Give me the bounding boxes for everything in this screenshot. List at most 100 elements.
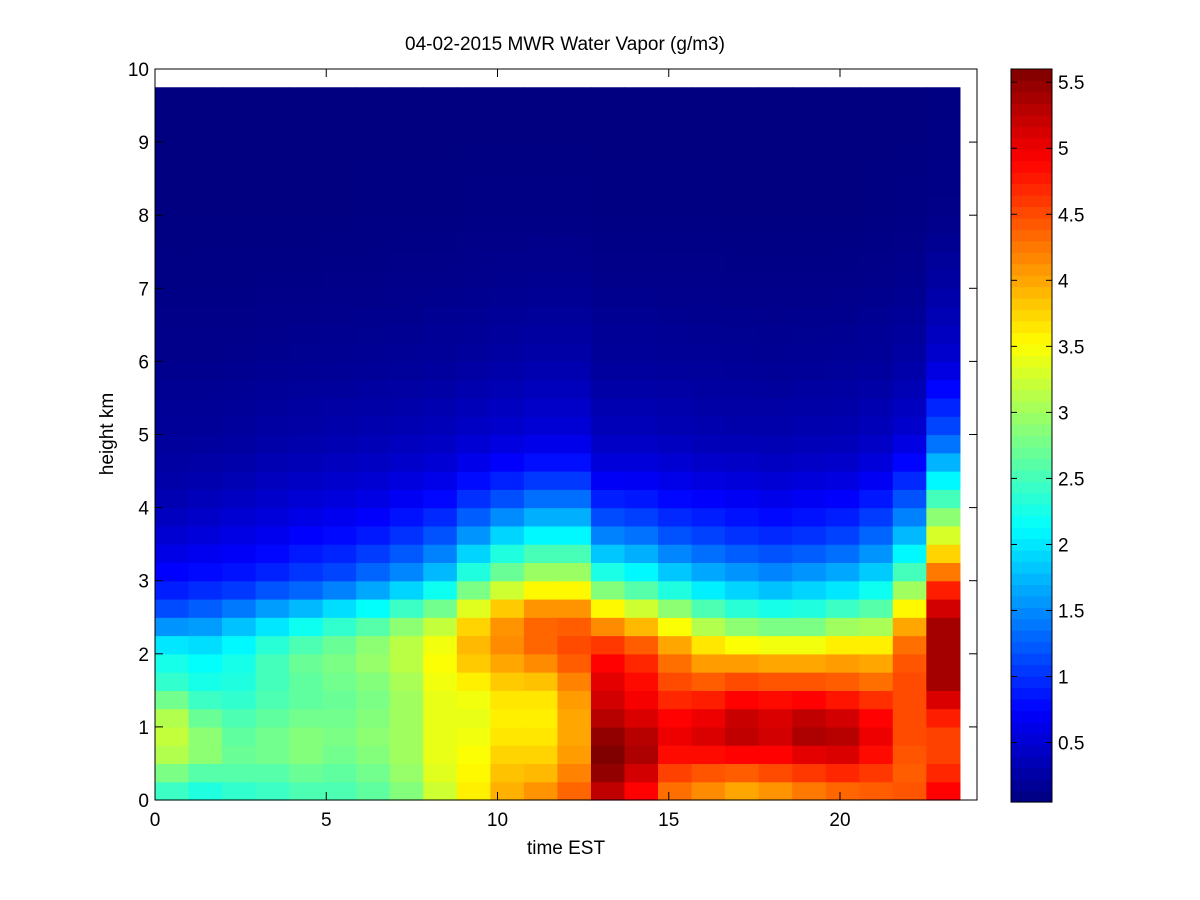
heatmap-cell: [356, 635, 391, 655]
heatmap-cell: [725, 653, 760, 673]
heatmap-cell: [289, 397, 324, 417]
colorbar-swatch: [1011, 676, 1052, 689]
heatmap-cell: [658, 471, 693, 490]
heatmap-cell: [859, 306, 894, 326]
heatmap-cell: [255, 708, 290, 728]
heatmap-cell: [758, 617, 793, 637]
heatmap-cell: [859, 562, 894, 582]
heatmap-cell: [255, 781, 290, 801]
heatmap-cell: [389, 635, 424, 655]
heatmap-cell: [792, 361, 827, 381]
colorbar-swatch: [1011, 469, 1052, 482]
heatmap-cell: [423, 233, 458, 253]
heatmap-cell: [423, 525, 458, 545]
colorbar-swatch: [1011, 286, 1052, 299]
heatmap-cell: [456, 763, 491, 783]
x-tick-label: 10: [487, 810, 508, 831]
heatmap-cell: [289, 726, 324, 746]
heatmap-cell: [859, 672, 894, 691]
heatmap-cell: [188, 672, 223, 691]
heatmap-cell: [255, 690, 290, 710]
heatmap-cell: [423, 635, 458, 655]
heatmap-cell: [289, 416, 324, 436]
heatmap-cell: [289, 781, 324, 801]
heatmap-cell: [926, 525, 961, 545]
heatmap-cell: [389, 580, 424, 600]
heatmap-cell: [222, 379, 257, 399]
heatmap-cell: [658, 123, 693, 143]
heatmap-cell: [691, 434, 726, 454]
heatmap-cell: [188, 434, 223, 454]
colorbar-swatch: [1011, 504, 1052, 517]
heatmap-cell: [423, 708, 458, 728]
heatmap-cell: [356, 397, 391, 417]
heatmap-cell: [792, 763, 827, 783]
heatmap-cell: [590, 471, 626, 490]
heatmap-cell: [892, 324, 927, 344]
heatmap-cell: [456, 87, 491, 107]
heatmap-cell: [389, 690, 424, 710]
heatmap-cell: [590, 489, 626, 509]
heatmap-cell: [892, 142, 927, 161]
heatmap-cell: [255, 672, 290, 691]
heatmap-cell: [255, 489, 290, 509]
heatmap-cell: [590, 507, 626, 527]
y-tick-label: 3: [138, 572, 149, 593]
heatmap-cell: [691, 471, 726, 490]
colorbar-swatch: [1011, 320, 1052, 334]
heatmap-cell: [725, 726, 760, 746]
heatmap-cell: [624, 196, 659, 216]
heatmap-cell: [557, 544, 592, 564]
heatmap-cell: [892, 379, 927, 399]
heatmap-cell: [658, 690, 693, 710]
heatmap-cell: [322, 379, 357, 399]
colorbar-swatch: [1011, 103, 1052, 116]
heatmap-cell: [423, 617, 458, 637]
heatmap-cell: [926, 288, 961, 308]
heatmap-cell: [725, 507, 760, 527]
heatmap-cell: [725, 288, 760, 308]
heatmap-cell: [322, 123, 357, 143]
heatmap-cell: [691, 306, 726, 326]
heatmap-cell: [926, 781, 961, 801]
heatmap-cell: [523, 105, 559, 125]
heatmap-cell: [792, 617, 827, 637]
heatmap-cell: [691, 416, 726, 436]
heatmap-cell: [658, 525, 693, 545]
y-tick-label: 7: [138, 279, 149, 300]
heatmap-cell: [356, 562, 391, 582]
heatmap-cell: [456, 653, 491, 673]
heatmap-cell: [792, 726, 827, 746]
heatmap-cell: [557, 215, 592, 235]
heatmap-cell: [792, 288, 827, 308]
heatmap-cell: [825, 708, 860, 728]
heatmap-cell: [557, 617, 592, 637]
heatmap-cell: [590, 726, 626, 746]
heatmap-cell: [456, 215, 491, 235]
colorbar-swatch: [1011, 446, 1052, 459]
heatmap-cell: [490, 288, 525, 308]
heatmap-cell: [456, 525, 491, 545]
heatmap-cell: [155, 215, 190, 235]
heatmap-cell: [691, 288, 726, 308]
heatmap-cell: [725, 580, 760, 600]
heatmap-cell: [725, 306, 760, 326]
heatmap-cell: [456, 745, 491, 765]
heatmap-cell: [155, 635, 190, 655]
colorbar-swatch: [1011, 595, 1052, 608]
heatmap-cell: [590, 196, 626, 216]
heatmap-cell: [490, 361, 525, 381]
heatmap-cell: [590, 690, 626, 710]
heatmap-cell: [255, 653, 290, 673]
heatmap-cell: [892, 215, 927, 235]
heatmap-cell: [289, 196, 324, 216]
heatmap-cell: [423, 598, 458, 618]
heatmap-cell: [758, 324, 793, 344]
heatmap-cell: [792, 489, 827, 509]
heatmap-cell: [624, 215, 659, 235]
heatmap-cell: [624, 233, 659, 253]
heatmap-cell: [658, 653, 693, 673]
heatmap-cell: [892, 416, 927, 436]
colorbar-swatch: [1011, 721, 1052, 734]
heatmap-cell: [658, 781, 693, 801]
